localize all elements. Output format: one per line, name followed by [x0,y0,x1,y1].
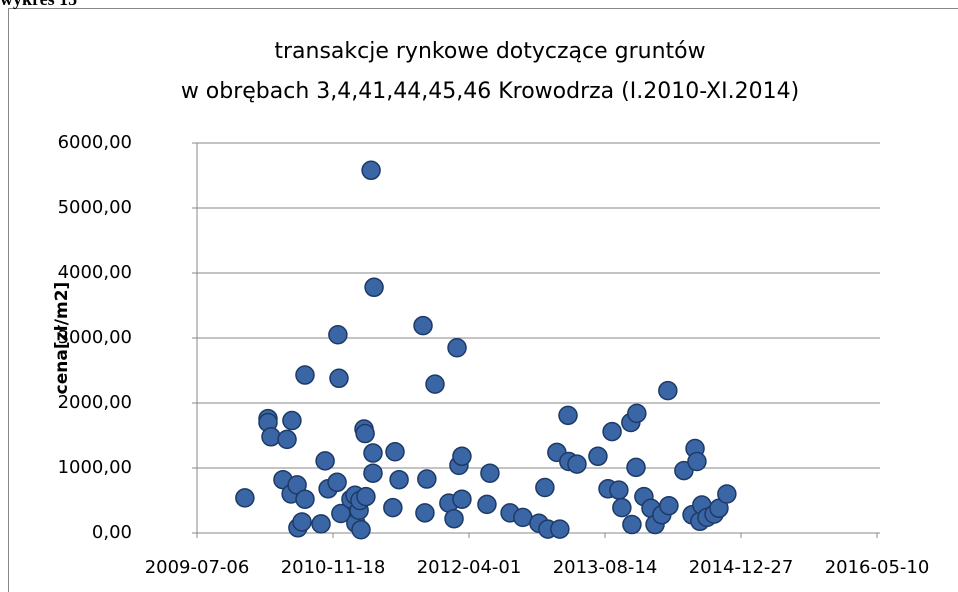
point [717,484,737,504]
point [351,520,371,540]
point [385,442,405,462]
x-tick-label: 2016-05-10 [825,557,930,578]
point [295,365,315,385]
y-tick-label: 1000,00 [58,457,132,478]
point [277,429,297,450]
point [292,512,312,532]
point [413,315,433,336]
point [588,446,608,467]
point [282,410,302,431]
point [315,451,335,471]
point [417,469,437,489]
point [622,514,642,535]
point [477,494,497,515]
point [355,423,375,444]
point [425,374,445,394]
point [567,454,587,474]
point [452,446,472,467]
y-tick-label: 5000,00 [58,197,132,218]
point [609,480,629,500]
x-tick-label: 2010-11-18 [281,557,386,578]
point [363,443,383,463]
point [327,472,347,493]
x-tick-label: 2012-04-01 [417,557,522,578]
point [415,503,435,523]
point [361,160,381,181]
point [295,489,315,509]
point [311,514,331,534]
point [535,477,555,498]
point [389,469,409,490]
point [447,338,467,358]
y-tick-label: 4000,00 [58,262,132,283]
y-tick-label: 6000,00 [58,132,132,153]
point [331,503,351,524]
point [558,405,578,426]
y-axis-label: cena[zł/m2] [52,282,72,395]
point [328,325,348,345]
point [356,486,376,507]
page-label: wykres 15 [0,0,77,9]
chart-title: transakcje rynkowe dotyczące gruntów [274,39,705,64]
point [364,277,384,298]
y-tick-label: 3000,00 [58,327,132,348]
y-tick-label: 0,00 [92,522,132,543]
x-tick-label: 2013-08-14 [553,557,658,578]
point [383,497,403,518]
chart-frame [8,8,958,592]
y-tick-label: 2000,00 [58,392,132,413]
chart-subtitle: w obrębach 3,4,41,44,45,46 Krowodrza (I.… [181,79,799,104]
point [658,380,678,401]
x-tick-label: 2014-12-27 [689,557,794,578]
point [550,519,570,539]
x-tick-label: 2009-07-06 [145,557,250,578]
point [687,451,707,472]
point [452,489,472,509]
point [602,421,622,442]
point [627,403,647,424]
point [444,508,464,529]
point [329,368,349,389]
point [659,495,679,516]
point [261,427,281,447]
point [612,497,632,518]
point [480,463,500,483]
point [513,507,533,528]
point [363,463,383,483]
point [626,457,646,478]
point [235,488,255,508]
